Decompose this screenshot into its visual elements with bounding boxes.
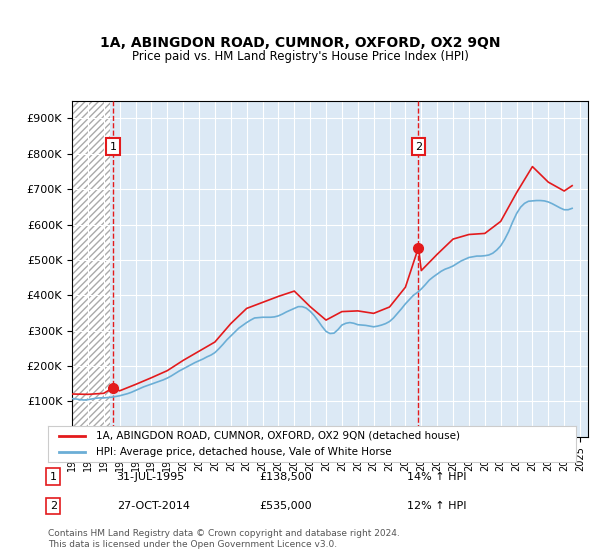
Text: 12% ↑ HPI: 12% ↑ HPI	[407, 501, 467, 511]
Text: 14% ↑ HPI: 14% ↑ HPI	[407, 472, 467, 482]
Text: 27-OCT-2014: 27-OCT-2014	[116, 501, 190, 511]
Text: Contains HM Land Registry data © Crown copyright and database right 2024.
This d: Contains HM Land Registry data © Crown c…	[48, 529, 400, 549]
Bar	[72, 101, 110, 437]
Text: £138,500: £138,500	[259, 472, 312, 482]
Text: Price paid vs. HM Land Registry's House Price Index (HPI): Price paid vs. HM Land Registry's House …	[131, 50, 469, 63]
Text: HPI: Average price, detached house, Vale of White Horse: HPI: Average price, detached house, Vale…	[95, 447, 391, 457]
Text: 1: 1	[109, 142, 116, 152]
Text: 1: 1	[50, 472, 57, 482]
Text: 1A, ABINGDON ROAD, CUMNOR, OXFORD, OX2 9QN: 1A, ABINGDON ROAD, CUMNOR, OXFORD, OX2 9…	[100, 36, 500, 50]
Text: 31-JUL-1995: 31-JUL-1995	[116, 472, 185, 482]
Text: 1A, ABINGDON ROAD, CUMNOR, OXFORD, OX2 9QN (detached house): 1A, ABINGDON ROAD, CUMNOR, OXFORD, OX2 9…	[95, 431, 460, 441]
Text: 2: 2	[415, 142, 422, 152]
Text: 2: 2	[50, 501, 57, 511]
Text: £535,000: £535,000	[259, 501, 312, 511]
